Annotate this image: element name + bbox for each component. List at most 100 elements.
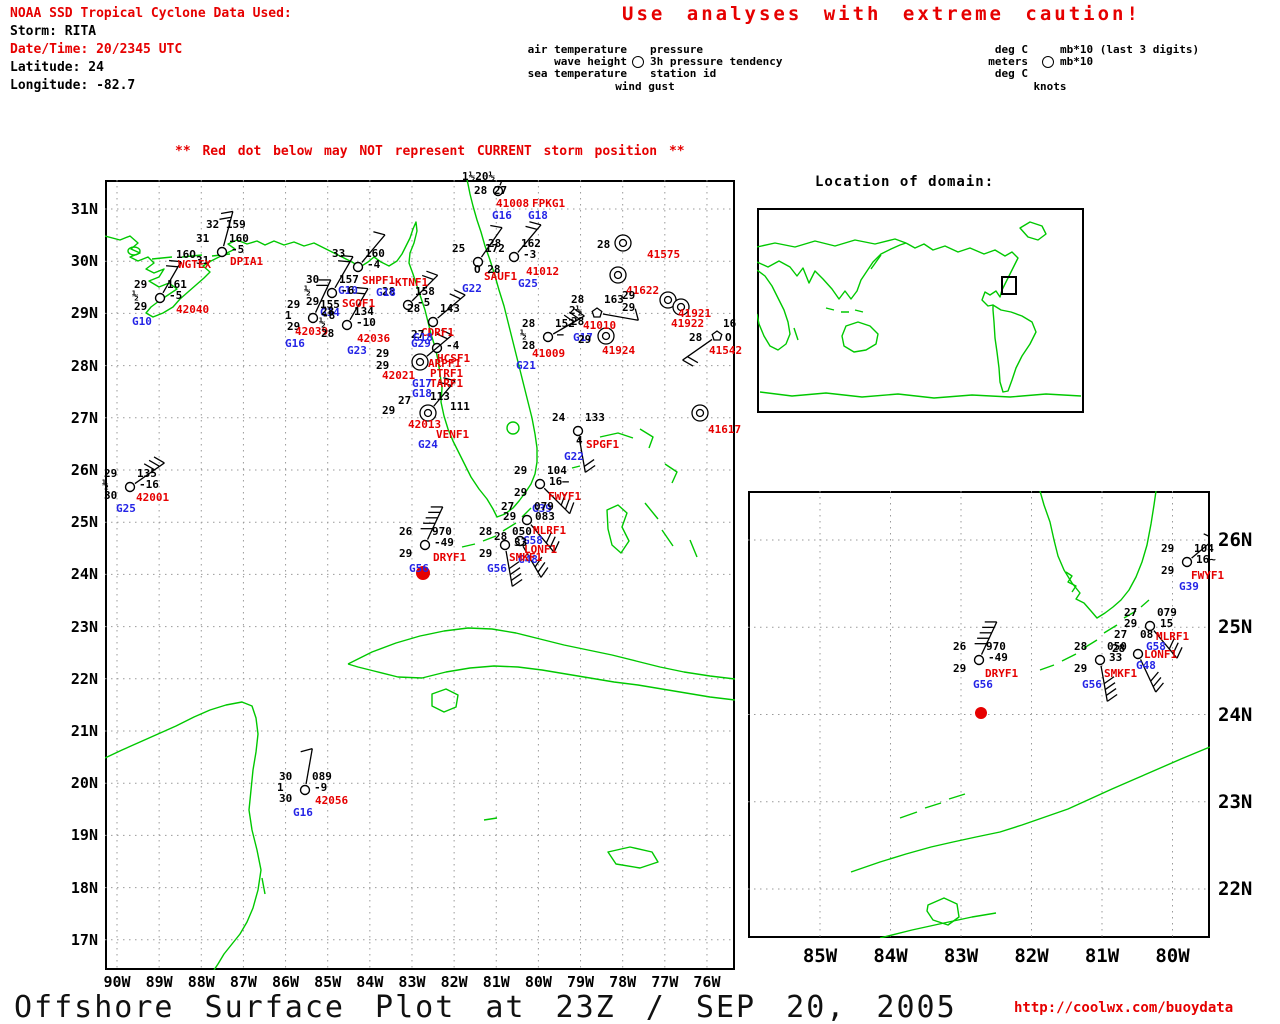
station-symbol — [472, 224, 503, 268]
station-id: MLRF1 — [1156, 630, 1190, 643]
station-extra-token: 29 — [376, 359, 390, 372]
station-sea-temp: 28 — [571, 315, 585, 328]
station-extra-token: 29 — [578, 333, 592, 346]
station-pressure-tendency: -6 — [341, 284, 355, 297]
station-pressure-tendency: -5 — [169, 289, 183, 302]
station-id: FWYF1 — [548, 490, 582, 503]
station-sea-temp: 29 — [953, 662, 967, 675]
station-pressure: 162 — [521, 237, 541, 250]
legend-wind-gust: wind gust — [615, 80, 675, 93]
station-symbol — [341, 286, 369, 331]
legend-unit-knots: knots — [1033, 80, 1067, 93]
station-symbol — [691, 404, 709, 422]
legend-sea-temperature: sea temperature — [527, 67, 627, 80]
station-gust: G10 — [132, 315, 152, 328]
inset-lon-label: 83W — [943, 945, 979, 967]
station-pressure: 134 — [354, 305, 374, 318]
station-pressure-tendency: -49 — [988, 651, 1008, 664]
station-extra-token: 28 — [597, 238, 611, 251]
station-extra-token: 15 — [1160, 617, 1174, 630]
station-id: SGOF1 — [342, 297, 376, 310]
station-gust: G16 — [293, 806, 313, 819]
inset-lon-label: 82W — [1014, 945, 1049, 967]
station-pressure: 157 — [339, 273, 359, 286]
main-lon-label: 82W — [440, 973, 468, 991]
station-id: 41010 — [583, 319, 617, 332]
header-datetime: Date/Time: 20/2345 UTC — [10, 42, 183, 57]
main-map-lakes — [127, 246, 520, 435]
station-symbol — [402, 270, 439, 311]
main-lat-label: 18N — [70, 878, 98, 897]
station-gust: G48 — [518, 553, 538, 566]
station-air-temp: 28 — [382, 285, 396, 298]
station-air-temp: 28 — [571, 293, 585, 306]
station-id: 41008 — [496, 197, 530, 210]
station-pressure: 104 — [547, 464, 567, 477]
domain-inset-title: Location of domain: — [815, 174, 995, 190]
station-symbol — [154, 259, 182, 304]
inset-map-grid — [748, 491, 1210, 938]
station-symbol — [1132, 648, 1164, 693]
station-extra-token: 16 — [723, 317, 737, 330]
station-air-temp: 28 — [479, 525, 493, 538]
station-air-temp: 24 — [552, 411, 566, 424]
station-gust: G16 — [492, 209, 512, 222]
station-pressure: 158 — [415, 285, 435, 298]
header-storm-name: Storm: RITA — [10, 24, 97, 39]
station-extra-token: G18 — [528, 209, 548, 222]
station-id: SHPF1 — [362, 274, 396, 287]
station-id: DRYF1 — [985, 667, 1019, 680]
main-lon-label: 80W — [524, 973, 552, 991]
station-extra-token: 1½20½ — [462, 170, 496, 183]
station-gust: G39 — [532, 502, 552, 515]
station-air-temp: 30 — [306, 273, 320, 286]
station-pressure-tendency: 33 — [1109, 651, 1123, 664]
station-sea-temp: 29 — [514, 486, 528, 499]
station-extra-token: G18 — [412, 387, 432, 400]
station-pressure: 970 — [986, 640, 1006, 653]
station-symbol — [682, 330, 723, 367]
station-air-temp: 30 — [279, 770, 293, 783]
station-extra-token: 29 — [1124, 617, 1138, 630]
station-sea-temp: 30 — [104, 489, 118, 502]
station-symbol — [609, 266, 627, 284]
main-lat-label: 26N — [70, 461, 98, 479]
station-gust: G58 — [523, 534, 543, 547]
station-sea-temp: 29 — [399, 547, 413, 560]
station-sea-temp: 29 — [479, 547, 493, 560]
main-lat-label: 17N — [70, 930, 98, 949]
station-air-temp: 25 — [452, 242, 466, 255]
station-pressure: 155 — [320, 298, 340, 311]
inset-lon-label: 80W — [1155, 945, 1190, 967]
station-id: 42039 — [295, 325, 329, 338]
station-symbol — [659, 291, 677, 309]
station-gust: G25 — [518, 277, 538, 290]
station-symbol — [1144, 620, 1183, 659]
storm-position-dot-inset — [975, 707, 987, 719]
station-extra-token: 29 — [503, 510, 517, 523]
station-pressure: 161 — [167, 278, 187, 291]
source-url[interactable]: http://coolwx.com/buoydata — [1014, 1000, 1234, 1016]
station-symbol — [307, 279, 332, 324]
station-symbol — [411, 329, 453, 371]
station-extra-token: 16O — [176, 248, 196, 261]
station-id: HCSF1 — [437, 352, 471, 365]
inset-lon-label: 85W — [802, 945, 838, 967]
station-id: 42036 — [357, 332, 391, 345]
station-extra-token: 29 — [376, 347, 390, 360]
station-extra-token: 28 — [689, 331, 703, 344]
station-sea-temp: 28 — [321, 327, 335, 340]
inset-map-coastlines — [850, 491, 1210, 938]
station-id: SPGF1 — [586, 438, 620, 451]
station-extra-token: 29 — [622, 289, 636, 302]
station-symbol — [299, 748, 313, 796]
station-wave-height: 2½ — [569, 304, 583, 317]
station-air-temp: 29 — [104, 467, 118, 480]
station-symbol — [419, 377, 456, 422]
legend-pressure: pressure — [650, 43, 703, 56]
station-symbol — [427, 289, 466, 328]
header-latitude: Latitude: 24 — [10, 60, 104, 75]
station-sea-temp: 29 — [1161, 564, 1175, 577]
main-lon-label: 89W — [145, 973, 173, 991]
